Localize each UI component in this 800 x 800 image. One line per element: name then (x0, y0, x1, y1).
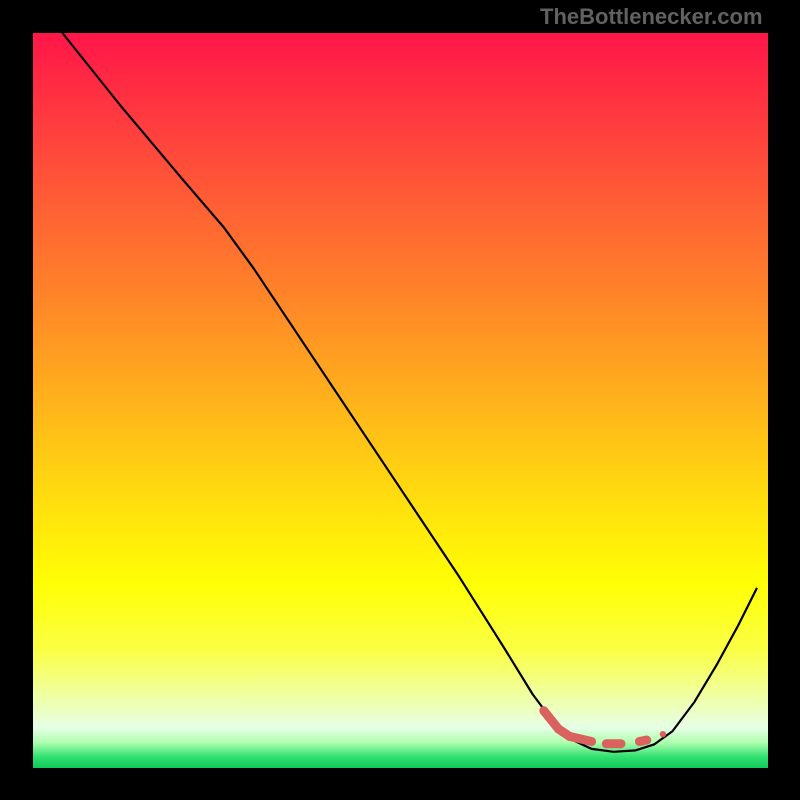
plot-svg (33, 33, 768, 768)
watermark-text: TheBottlenecker.com (540, 4, 763, 30)
highlight-segment (639, 740, 646, 741)
highlight-segment (570, 736, 592, 741)
gradient-background (33, 33, 768, 768)
highlight-dot (660, 731, 666, 737)
plot-area (33, 33, 768, 768)
